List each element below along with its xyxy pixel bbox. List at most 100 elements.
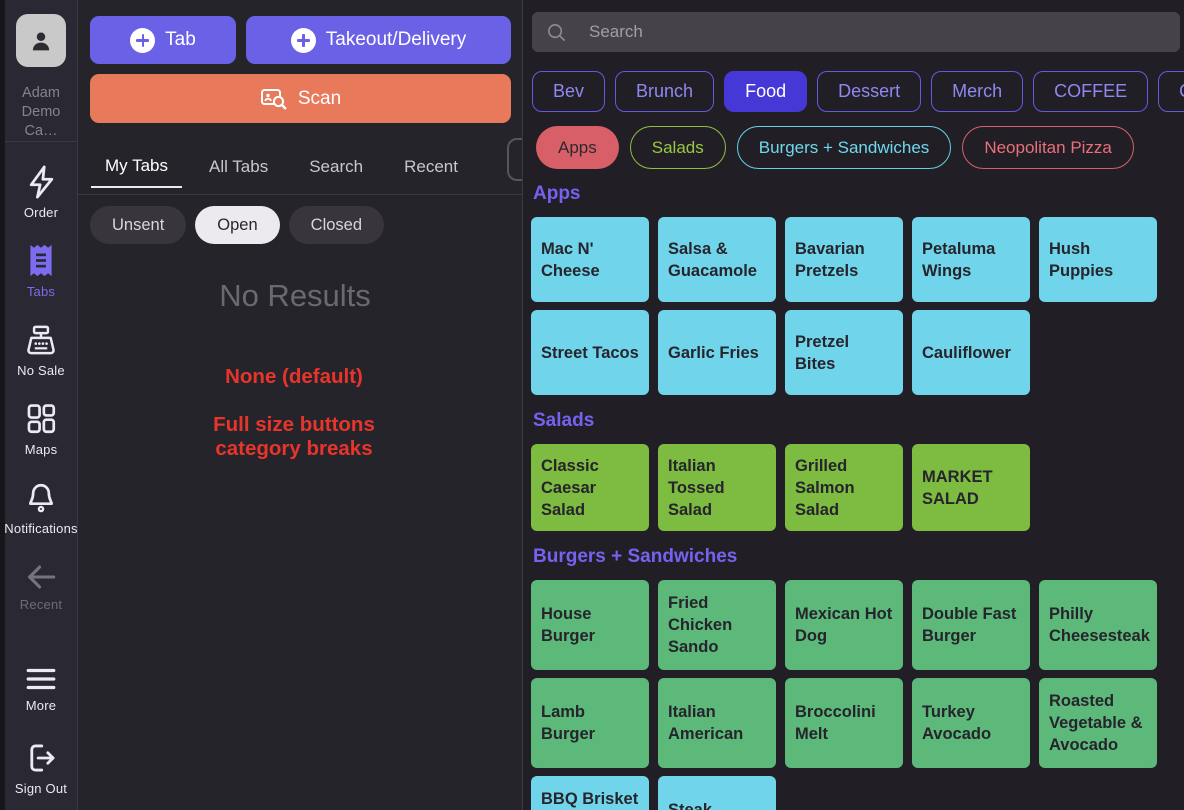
menu-item[interactable]: Petaluma Wings	[912, 217, 1030, 302]
item-grid: House Burger Fried Chicken Sando Mexican…	[531, 580, 1176, 810]
category-tab-food[interactable]: Food	[724, 71, 808, 112]
sidebar-item-notifications[interactable]: Notifications	[4, 468, 78, 547]
person-icon	[26, 26, 56, 56]
filter-label: Open	[217, 215, 258, 234]
empty-state-text: No Results	[219, 278, 371, 313]
menu-item[interactable]: Steak sandwicch	[658, 776, 776, 810]
search-input[interactable]	[589, 22, 1166, 42]
grid-icon	[24, 401, 58, 437]
register-icon	[23, 322, 59, 358]
section-title: Salads	[533, 410, 595, 431]
tab-label: All Tabs	[209, 157, 269, 176]
menu-sections: Apps Mac N' Cheese Salsa & Guacamole Bav…	[531, 183, 1176, 810]
sidebar-item-tabs[interactable]: Tabs	[5, 231, 77, 310]
menu-item[interactable]: Fried Chicken Sando	[658, 580, 776, 670]
menu-item[interactable]: Mac N' Cheese	[531, 217, 649, 302]
filter-open[interactable]: Open	[195, 206, 280, 244]
menu-item[interactable]: Philly Cheesesteak	[1039, 580, 1157, 670]
menu-item[interactable]: Double Fast Burger	[912, 580, 1030, 670]
category-tabs: Bev Brunch Food Dessert Merch COFFEE C	[532, 71, 1184, 112]
user-name-line1: Adam	[22, 85, 60, 101]
category-tab-clipped[interactable]: C	[1158, 71, 1184, 112]
filter-label: Unsent	[112, 215, 165, 234]
takeout-delivery-button[interactable]: Takeout/Delivery	[246, 16, 511, 64]
note-default: None (default)	[225, 365, 363, 388]
tab-my-tabs[interactable]: My Tabs	[91, 146, 182, 188]
sidebar-item-sign-out[interactable]: Sign Out	[5, 728, 77, 807]
menu-item[interactable]: Roasted Vegetable & Avocado	[1039, 678, 1157, 768]
plus-icon	[130, 27, 156, 53]
filter-unsent[interactable]: Unsent	[90, 206, 187, 244]
pill-neopolitan-pizza[interactable]: Neopolitan Pizza	[962, 126, 1134, 169]
sidebar-item-label: Notifications	[4, 520, 78, 536]
sidebar-item-no-sale[interactable]: No Sale	[5, 310, 77, 389]
menu-item[interactable]: Hush Puppies	[1039, 217, 1157, 302]
category-tab-bev[interactable]: Bev	[532, 71, 606, 112]
menu-item[interactable]: Italian Tossed Salad	[658, 444, 776, 531]
sidebar-item-label: Recent	[19, 596, 63, 612]
receipt-icon	[24, 242, 58, 279]
category-tab-brunch[interactable]: Brunch	[615, 71, 715, 112]
note-buttons: Full size buttons category breaks	[78, 413, 510, 461]
sidebar: Adam Demo Ca… Order Tabs	[0, 0, 78, 810]
menu-item[interactable]: Grilled Salmon Salad	[785, 444, 903, 531]
clipped-control[interactable]	[507, 138, 522, 181]
new-tab-button-label: Tab	[165, 29, 196, 50]
plus-icon	[290, 27, 316, 53]
menu-item[interactable]: Lamb Burger	[531, 678, 649, 768]
user-block: Adam Demo Ca…	[5, 0, 77, 142]
tab-label: Search	[309, 157, 364, 176]
pill-label: Burgers + Sandwiches	[758, 137, 930, 157]
tab-recent[interactable]: Recent	[390, 146, 472, 188]
menu-panel: Bev Brunch Food Dessert Merch COFFEE C A…	[523, 0, 1184, 810]
category-label: Brunch	[636, 81, 694, 101]
menu-item[interactable]: Classic Caesar Salad	[531, 444, 649, 531]
category-label: Merch	[952, 81, 1003, 101]
sidebar-item-label: More	[25, 697, 57, 713]
sidebar-item-label: Sign Out	[14, 780, 68, 796]
avatar[interactable]	[16, 14, 66, 67]
sidebar-nav: Order Tabs	[4, 152, 78, 807]
pill-label: Salads	[651, 137, 704, 157]
category-tab-coffee[interactable]: COFFEE	[1033, 71, 1149, 112]
item-grid: Classic Caesar Salad Italian Tossed Sala…	[531, 444, 1176, 531]
pill-salads[interactable]: Salads	[629, 126, 726, 169]
menu-item[interactable]: Garlic Fries	[658, 310, 776, 395]
new-tab-button[interactable]: Tab	[90, 16, 236, 64]
sidebar-item-more[interactable]: More	[5, 649, 77, 728]
note-line3: category breaks	[215, 437, 373, 460]
pill-label: Neopolitan Pizza	[984, 137, 1112, 157]
sidebar-item-maps[interactable]: Maps	[5, 389, 77, 468]
menu-item[interactable]: Street Tacos	[531, 310, 649, 395]
category-label: Bev	[553, 81, 585, 101]
menu-item[interactable]: Mexican Hot Dog	[785, 580, 903, 670]
menu-item[interactable]: BBQ Brisket by the Pound	[531, 776, 649, 810]
pill-burgers-sandwiches[interactable]: Burgers + Sandwiches	[736, 126, 952, 169]
category-tab-merch[interactable]: Merch	[931, 71, 1024, 112]
menu-item[interactable]: Turkey Avocado	[912, 678, 1030, 768]
menu-item[interactable]: Bavarian Pretzels	[785, 217, 903, 302]
menu-item[interactable]: Pretzel Bites	[785, 310, 903, 395]
lightning-icon	[25, 164, 58, 200]
menu-item[interactable]: Broccolini Melt	[785, 678, 903, 768]
category-tab-dessert[interactable]: Dessert	[817, 71, 922, 112]
menu-item[interactable]: Salsa & Guacamole	[658, 217, 776, 302]
tabs-panel: Tab Takeout/Delivery Scan My Tabs All Ta…	[78, 0, 523, 810]
tab-search[interactable]: Search	[295, 146, 377, 188]
category-label: COFFEE	[1054, 81, 1128, 101]
filter-closed[interactable]: Closed	[288, 206, 385, 244]
sidebar-item-order[interactable]: Order	[5, 152, 77, 231]
menu-item[interactable]: Italian American	[658, 678, 776, 768]
user-name-line2: Demo Ca…	[21, 104, 61, 139]
section-title: Burgers + Sandwiches	[533, 546, 738, 567]
pill-apps[interactable]: Apps	[536, 126, 619, 169]
tab-all-tabs[interactable]: All Tabs	[195, 146, 282, 188]
scan-button[interactable]: Scan	[90, 74, 511, 123]
menu-item[interactable]: Cauliflower	[912, 310, 1030, 395]
menu-item[interactable]: MARKET SALAD	[912, 444, 1030, 531]
sidebar-item-label: Tabs	[26, 284, 56, 299]
tab-label: Recent	[404, 157, 458, 176]
menu-item[interactable]: House Burger	[531, 580, 649, 670]
sidebar-item-recent[interactable]: Recent	[5, 547, 77, 626]
menu-icon	[24, 665, 58, 693]
